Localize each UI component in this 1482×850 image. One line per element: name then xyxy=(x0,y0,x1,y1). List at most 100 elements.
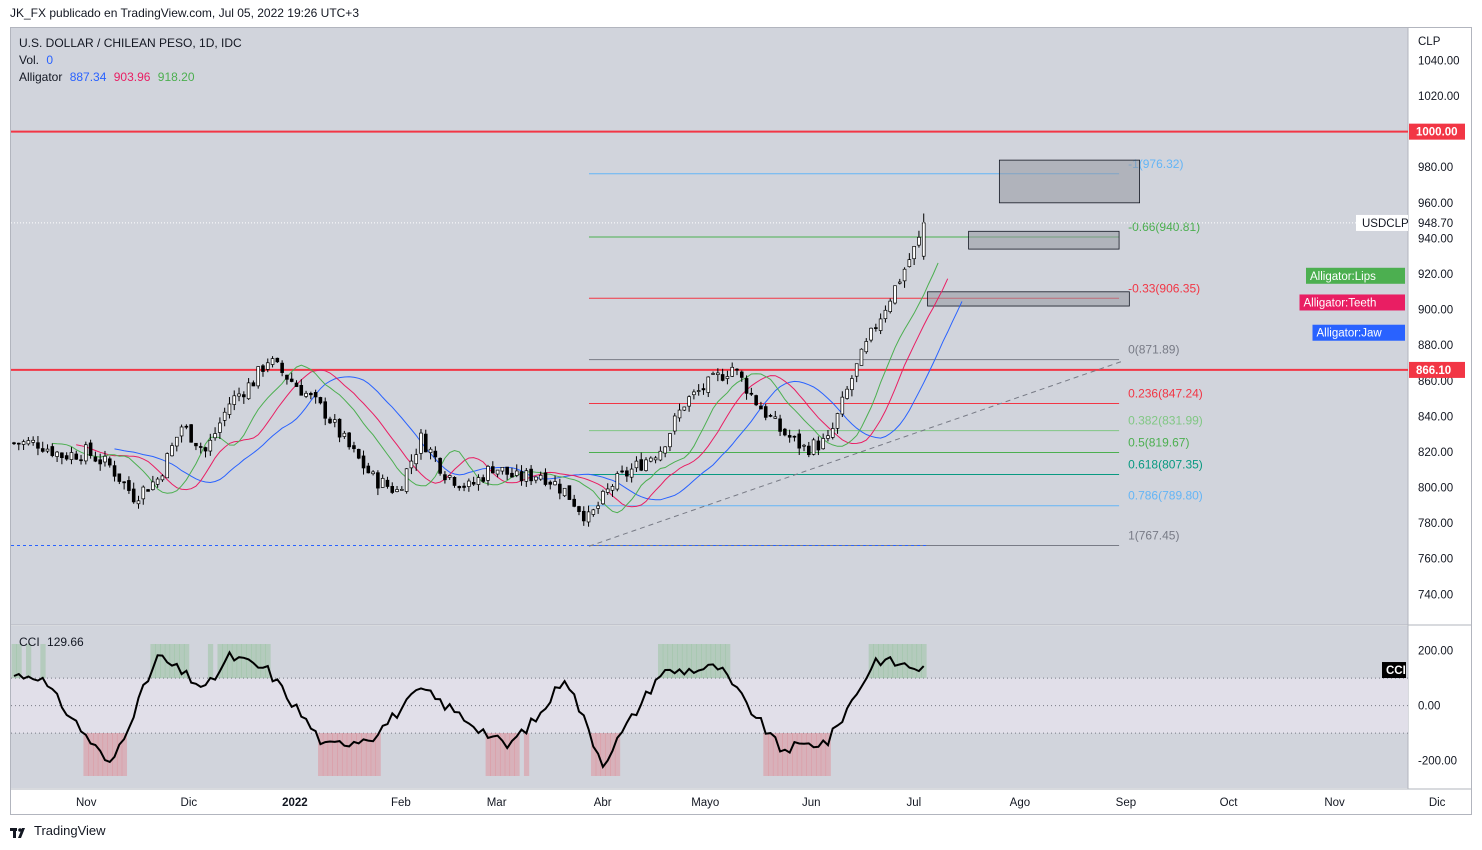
horizontal-level-tag xyxy=(1409,361,1465,378)
candle xyxy=(653,455,658,464)
cci-overbought-shade xyxy=(710,644,716,679)
candle xyxy=(184,424,189,430)
y-tick-label: 1040.00 xyxy=(1418,55,1460,67)
candle-body xyxy=(141,486,146,500)
candle-body xyxy=(912,246,916,260)
cci-oversold-shade xyxy=(514,733,520,776)
x-tick-label: Sep xyxy=(1116,797,1136,809)
candle xyxy=(337,418,342,443)
candle xyxy=(601,489,605,506)
candle xyxy=(792,435,797,442)
fib-level-label: 0(871.89) xyxy=(1128,343,1179,357)
x-tick-label: Oct xyxy=(1220,797,1239,809)
cci-oversold-shade xyxy=(811,733,817,776)
cci-oversold-shade xyxy=(801,733,807,776)
candle-body xyxy=(12,442,16,445)
candle-body xyxy=(342,432,347,437)
candle-body xyxy=(337,418,342,438)
cci-oversold-shade xyxy=(346,733,353,776)
candle xyxy=(112,460,117,482)
candle xyxy=(179,424,184,443)
cci-oversold-shade xyxy=(523,733,530,776)
legend-symbol[interactable]: U.S. DOLLAR / CHILEAN PESO, 1D, IDC xyxy=(19,36,246,50)
alligator-jaw-value: 887.34 xyxy=(69,70,107,84)
cci-overbought-shade xyxy=(672,644,678,679)
alligator-tag-label: Alligator:Jaw xyxy=(1317,328,1383,340)
cci-overbought-shade xyxy=(916,644,922,679)
candle-body xyxy=(98,459,102,465)
chart-frame[interactable]: CLP 740.00 760.00 780.00 800.00 820.00 840.00 8… xyxy=(10,27,1472,815)
cci-overbought-shade xyxy=(160,644,166,679)
fib-level-label: -0.66(940.81) xyxy=(1128,220,1200,234)
candle xyxy=(634,456,639,472)
candle xyxy=(500,466,505,475)
legend-alligator[interactable]: Alligator 887.34 903.96 918.20 xyxy=(19,70,199,84)
candle xyxy=(610,484,615,497)
cci-oversold-shade xyxy=(332,733,338,776)
candle xyxy=(198,442,203,454)
alligator-tag-bg xyxy=(1306,267,1405,284)
cci-oversold-shade xyxy=(370,733,376,776)
candle xyxy=(232,390,237,411)
candle-body xyxy=(40,448,45,452)
candle xyxy=(529,465,533,486)
candle xyxy=(605,483,610,495)
cci-oversold-shade xyxy=(83,733,89,776)
x-tick-label: Ago xyxy=(1010,797,1030,809)
candle-body xyxy=(739,371,744,378)
candle xyxy=(213,427,217,441)
chart-canvas[interactable]: CLP 740.00 760.00 780.00 800.00 820.00 840.00 8… xyxy=(11,28,1471,814)
cci-oversold-shade xyxy=(600,733,606,776)
candle xyxy=(74,450,79,460)
candle xyxy=(543,468,548,487)
candle xyxy=(313,389,318,404)
candle xyxy=(787,429,792,443)
candle-body xyxy=(845,388,849,399)
legend-volume[interactable]: Vol. 0 xyxy=(19,53,57,67)
candle xyxy=(462,482,466,492)
volume-value: 0 xyxy=(46,53,54,67)
candle xyxy=(366,462,371,474)
candle-body xyxy=(21,441,26,445)
candle-body xyxy=(423,433,428,453)
candle-body xyxy=(55,451,59,457)
candle xyxy=(744,375,749,400)
candle-body xyxy=(897,281,902,284)
candle xyxy=(299,379,304,396)
candle-body xyxy=(74,453,79,460)
alligator-jaw-line xyxy=(114,301,963,501)
candle-body xyxy=(701,388,706,391)
footer-brand[interactable]: TradingView xyxy=(10,823,106,838)
candle-body xyxy=(131,488,136,503)
candle xyxy=(36,436,40,456)
candle-body xyxy=(682,406,687,411)
candle-body xyxy=(672,415,677,432)
candle xyxy=(534,476,538,484)
candle-body xyxy=(175,436,179,447)
candle xyxy=(309,391,313,400)
alligator-tag-label: Alligator:Teeth xyxy=(1304,297,1377,309)
candle-body xyxy=(261,365,265,372)
legend-cci[interactable]: CCI 129.66 xyxy=(19,635,88,649)
candle-body xyxy=(213,433,217,439)
candle-body xyxy=(524,470,529,482)
candle xyxy=(414,448,418,471)
candle-body xyxy=(893,285,897,304)
candle-body xyxy=(706,376,711,393)
candle-body xyxy=(380,478,385,488)
cci-oversold-shade xyxy=(504,733,511,776)
x-tick-label: Feb xyxy=(391,797,411,809)
candle xyxy=(376,470,380,496)
candle-body xyxy=(222,411,227,421)
candle xyxy=(251,380,256,387)
candle-body xyxy=(64,455,69,460)
x-tick-label: 2022 xyxy=(282,797,308,809)
y-tick-label: 820.00 xyxy=(1418,447,1453,459)
cci-oversold-shade xyxy=(782,733,788,776)
candle xyxy=(874,323,878,332)
cci-oversold-shade xyxy=(322,733,329,776)
candle xyxy=(452,476,457,488)
candle-body xyxy=(864,341,869,353)
candle-body xyxy=(218,422,222,433)
candle xyxy=(711,371,715,375)
